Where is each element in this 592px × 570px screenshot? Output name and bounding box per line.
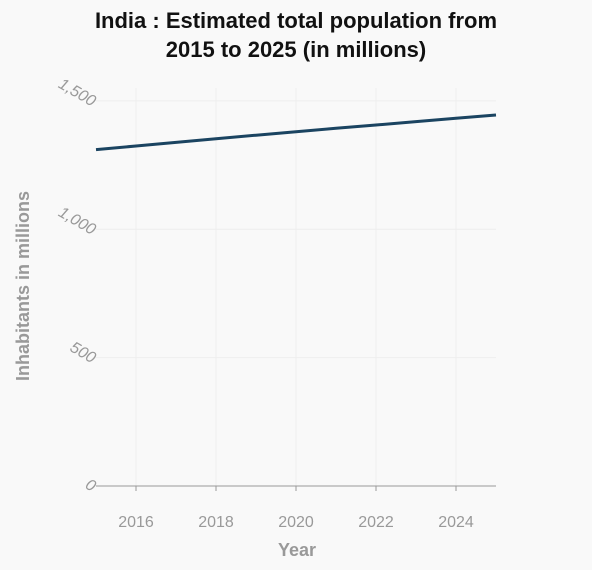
y-axis-label: Inhabitants in millions [13, 191, 33, 381]
x-tick-label: 2018 [198, 514, 234, 531]
x-tick-label: 2022 [358, 514, 394, 531]
grid [96, 88, 496, 486]
axes [96, 485, 496, 491]
y-tick-label: 500 [67, 339, 99, 367]
chart-title-line-1: India : Estimated total population from [94, 8, 498, 33]
chart-title-line-2: 2015 to 2025 (in millions) [165, 37, 427, 62]
series-line [95, 113, 497, 152]
chart-title: India : Estimated total population from … [0, 6, 592, 64]
y-tick-label: 1,000 [55, 204, 98, 239]
y-tick-label: 1,500 [55, 76, 98, 111]
x-tick-label: 2016 [118, 514, 154, 531]
series [95, 113, 497, 152]
x-axis-label: Year [278, 540, 316, 560]
x-tick-label: 2024 [438, 514, 474, 531]
x-tick-label: 2020 [278, 514, 314, 531]
